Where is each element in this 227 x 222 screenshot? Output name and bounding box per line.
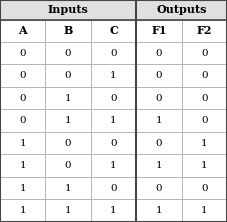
Text: 1: 1 bbox=[110, 206, 117, 215]
Text: 1: 1 bbox=[110, 71, 117, 80]
Text: 0: 0 bbox=[201, 94, 208, 103]
Text: 0: 0 bbox=[65, 49, 72, 58]
Text: 1: 1 bbox=[155, 161, 162, 170]
Text: 1: 1 bbox=[155, 116, 162, 125]
Text: 1: 1 bbox=[155, 206, 162, 215]
Text: 0: 0 bbox=[110, 94, 117, 103]
Bar bbox=[182, 155, 227, 177]
Bar bbox=[136, 200, 182, 222]
Bar bbox=[182, 200, 227, 222]
Bar bbox=[182, 64, 227, 87]
Text: Outputs: Outputs bbox=[156, 4, 207, 15]
Text: 0: 0 bbox=[110, 49, 117, 58]
Bar bbox=[45, 200, 91, 222]
Bar bbox=[136, 177, 182, 200]
Bar bbox=[45, 64, 91, 87]
Text: 1: 1 bbox=[201, 161, 208, 170]
Bar bbox=[0, 132, 45, 155]
Text: 1: 1 bbox=[201, 206, 208, 215]
Text: 0: 0 bbox=[65, 71, 72, 80]
Bar bbox=[136, 87, 182, 109]
Text: 1: 1 bbox=[110, 116, 117, 125]
Bar bbox=[91, 42, 136, 64]
Text: 1: 1 bbox=[201, 139, 208, 148]
Text: 0: 0 bbox=[65, 139, 72, 148]
Bar bbox=[45, 42, 91, 64]
Bar bbox=[136, 109, 182, 132]
Bar bbox=[45, 20, 91, 42]
Bar bbox=[0, 42, 45, 64]
Bar bbox=[182, 42, 227, 64]
Bar bbox=[91, 109, 136, 132]
Text: Inputs: Inputs bbox=[48, 4, 89, 15]
Bar bbox=[45, 155, 91, 177]
Text: 0: 0 bbox=[155, 94, 162, 103]
Bar bbox=[91, 177, 136, 200]
Bar bbox=[136, 132, 182, 155]
Text: 0: 0 bbox=[19, 94, 26, 103]
Text: F2: F2 bbox=[197, 25, 212, 36]
Bar bbox=[136, 20, 182, 42]
Bar bbox=[0, 20, 45, 42]
Text: 0: 0 bbox=[19, 49, 26, 58]
Bar bbox=[182, 109, 227, 132]
Text: 1: 1 bbox=[19, 206, 26, 215]
Text: 0: 0 bbox=[19, 71, 26, 80]
Text: 1: 1 bbox=[65, 116, 72, 125]
Text: 1: 1 bbox=[110, 161, 117, 170]
Bar bbox=[45, 132, 91, 155]
Text: 1: 1 bbox=[65, 206, 72, 215]
Bar bbox=[91, 200, 136, 222]
Bar bbox=[0, 155, 45, 177]
Bar bbox=[91, 20, 136, 42]
Text: 0: 0 bbox=[201, 116, 208, 125]
Bar bbox=[182, 132, 227, 155]
Text: 0: 0 bbox=[155, 139, 162, 148]
Text: 1: 1 bbox=[65, 184, 72, 193]
Bar bbox=[0, 200, 45, 222]
Bar bbox=[136, 64, 182, 87]
Text: 1: 1 bbox=[19, 139, 26, 148]
Text: 0: 0 bbox=[110, 139, 117, 148]
Bar bbox=[0, 177, 45, 200]
Bar bbox=[0, 64, 45, 87]
Bar bbox=[136, 0, 227, 20]
Text: 1: 1 bbox=[65, 94, 72, 103]
Bar bbox=[136, 155, 182, 177]
Bar bbox=[182, 87, 227, 109]
Bar bbox=[0, 87, 45, 109]
Text: 0: 0 bbox=[155, 184, 162, 193]
Bar bbox=[182, 177, 227, 200]
Text: 0: 0 bbox=[155, 49, 162, 58]
Bar bbox=[91, 64, 136, 87]
Text: 1: 1 bbox=[19, 184, 26, 193]
Bar bbox=[136, 42, 182, 64]
Text: 0: 0 bbox=[155, 71, 162, 80]
Bar bbox=[182, 20, 227, 42]
Text: 1: 1 bbox=[19, 161, 26, 170]
Bar bbox=[91, 87, 136, 109]
Text: 0: 0 bbox=[201, 49, 208, 58]
Bar bbox=[91, 132, 136, 155]
Text: F1: F1 bbox=[151, 25, 167, 36]
Text: 0: 0 bbox=[110, 184, 117, 193]
Bar bbox=[45, 177, 91, 200]
Text: C: C bbox=[109, 25, 118, 36]
Text: B: B bbox=[63, 25, 73, 36]
Bar bbox=[0, 109, 45, 132]
Text: 0: 0 bbox=[65, 161, 72, 170]
Bar bbox=[45, 87, 91, 109]
Text: 0: 0 bbox=[19, 116, 26, 125]
Bar bbox=[91, 155, 136, 177]
Bar bbox=[45, 109, 91, 132]
Text: A: A bbox=[18, 25, 27, 36]
Bar bbox=[0, 0, 136, 20]
Text: 0: 0 bbox=[201, 184, 208, 193]
Text: 0: 0 bbox=[201, 71, 208, 80]
